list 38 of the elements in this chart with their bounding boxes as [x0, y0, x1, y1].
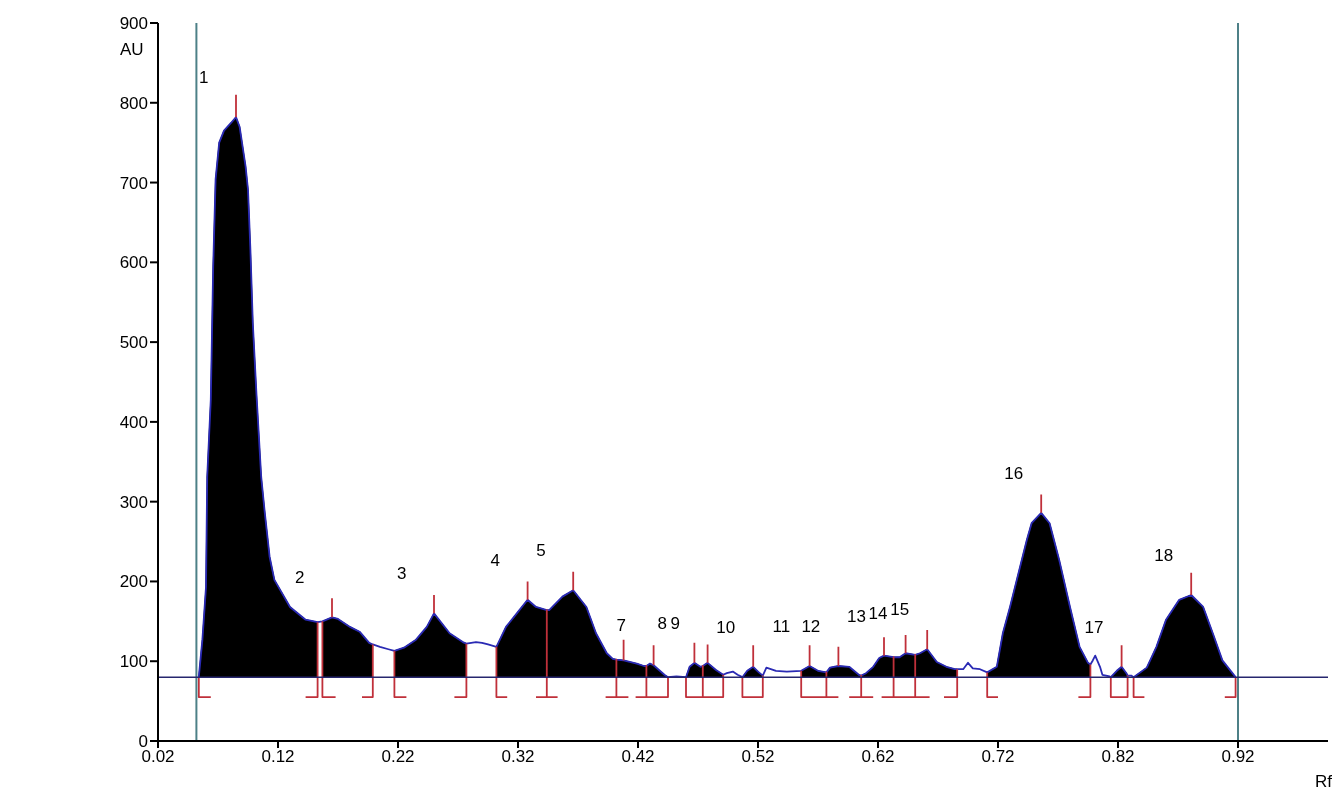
annotation: 7: [616, 615, 627, 635]
annotation: 8: [657, 613, 667, 633]
y-tick-label: 700: [119, 173, 148, 193]
annotation: 18: [1154, 545, 1174, 565]
annotation: 14: [868, 603, 888, 623]
annotation: 15: [890, 599, 910, 619]
annotation: 13: [847, 606, 866, 626]
x-tick-label: 0.32: [501, 747, 535, 767]
x-tick-label: 0.62: [861, 747, 895, 767]
y-tick-label: 900: [119, 14, 148, 34]
annotation: 9: [670, 613, 681, 633]
annotation: 5: [536, 540, 546, 560]
x-tick-label: 0.92: [1221, 747, 1255, 767]
x-tick-label: 0.52: [741, 747, 775, 767]
annotation: 10: [716, 617, 736, 637]
annotation: 3: [397, 563, 407, 583]
y-tick-label: 200: [119, 572, 148, 592]
x-axis-title: Rf: [1315, 772, 1332, 792]
annotation: 16: [1004, 463, 1024, 483]
y-tick-label: 300: [119, 492, 148, 512]
annotation: 4: [490, 550, 501, 570]
x-tick-label: 0.72: [981, 747, 1015, 767]
annotation: 1: [199, 67, 209, 87]
x-tick-label: 0.02: [141, 747, 175, 767]
y-tick-label: 500: [119, 333, 148, 353]
y-tick-label: 100: [119, 652, 148, 672]
x-tick-label: 0.12: [261, 747, 295, 767]
annotation: 17: [1084, 617, 1104, 637]
annotation: 2: [295, 567, 305, 587]
y-tick-label: 400: [119, 412, 148, 432]
x-tick-label: 0.42: [621, 747, 655, 767]
y-tick-label: 800: [119, 93, 148, 113]
y-tick-label: 600: [119, 253, 148, 273]
annotation: 11: [772, 616, 791, 636]
annotation: 12: [801, 616, 821, 636]
x-tick-label: 0.82: [1101, 747, 1135, 767]
y-axis-title: AU: [120, 40, 144, 60]
x-tick-label: 0.22: [381, 747, 415, 767]
